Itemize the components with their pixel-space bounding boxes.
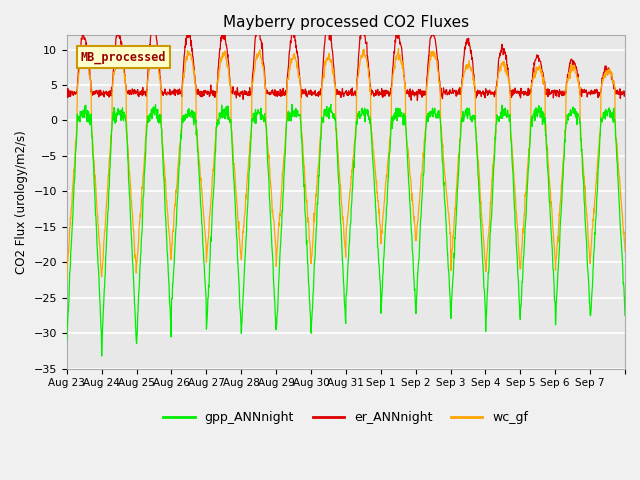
Text: MB_processed: MB_processed <box>81 50 166 64</box>
Title: Mayberry processed CO2 Fluxes: Mayberry processed CO2 Fluxes <box>223 15 469 30</box>
Y-axis label: CO2 Flux (urology/m2/s): CO2 Flux (urology/m2/s) <box>15 130 28 274</box>
Legend: gpp_ANNnight, er_ANNnight, wc_gf: gpp_ANNnight, er_ANNnight, wc_gf <box>158 406 534 429</box>
